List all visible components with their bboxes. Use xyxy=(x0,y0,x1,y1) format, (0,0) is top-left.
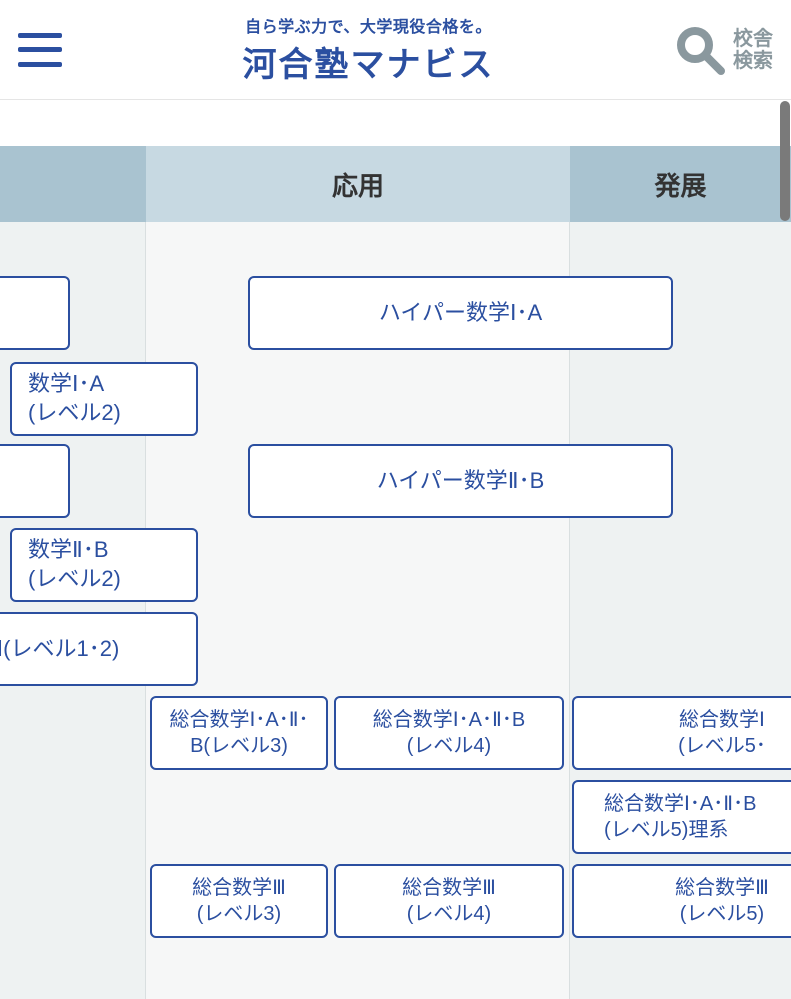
column-header-applied: 応用 xyxy=(146,146,570,222)
brand-tagline: 自ら学ぶ力で、大学現役合格を。 xyxy=(243,13,495,37)
column-header-advanced: 発展 xyxy=(570,146,791,222)
brand-logo[interactable]: 自ら学ぶ力で、大学現役合格を。 河合塾マナビス xyxy=(243,13,495,86)
course-sogo-3-lv5[interactable]: 総合数学Ⅲ (レベル5) xyxy=(572,864,791,938)
course-sogo-1a2b-lv4[interactable]: 総合数学Ⅰ･A･Ⅱ･B (レベル4) xyxy=(334,696,564,770)
scrollbar-thumb[interactable] xyxy=(780,101,790,221)
scrollbar[interactable] xyxy=(779,101,791,671)
course-hyper-math1a[interactable]: ハイパー数学Ⅰ･A xyxy=(248,276,673,350)
search-label: 校舎 検索 xyxy=(733,28,773,72)
course-grid: 応用 発展 A 1) ハイパー数学Ⅰ･A 数学Ⅰ･A (レベル2) B 1) ハ… xyxy=(0,100,791,999)
course-sogo-1-lv5[interactable]: 総合数学Ⅰ (レベル5･ xyxy=(572,696,791,770)
column-header-basic xyxy=(0,146,146,222)
brand-name: 河合塾マナビス xyxy=(243,37,495,86)
course-math1a-lv2[interactable]: 数学Ⅰ･A (レベル2) xyxy=(10,362,198,436)
course-math3-lv12[interactable]: Ⅲ(レベル1･2) xyxy=(0,612,198,686)
course-math1a-lv1[interactable]: A 1) xyxy=(0,276,70,350)
course-hyper-math2b[interactable]: ハイパー数学Ⅱ･B xyxy=(248,444,673,518)
course-sogo-3-lv4[interactable]: 総合数学Ⅲ (レベル4) xyxy=(334,864,564,938)
course-sogo-1a2b-lv5-sci[interactable]: 総合数学Ⅰ･A･Ⅱ･B (レベル5)理系 xyxy=(572,780,791,854)
search-icon xyxy=(675,25,725,75)
course-sogo-3-lv3[interactable]: 総合数学Ⅲ (レベル3) xyxy=(150,864,328,938)
school-search-button[interactable]: 校舎 検索 xyxy=(675,25,773,75)
menu-icon[interactable] xyxy=(18,33,62,67)
course-math2b-lv1[interactable]: B 1) xyxy=(0,444,70,518)
course-math2b-lv2[interactable]: 数学Ⅱ･B (レベル2) xyxy=(10,528,198,602)
course-sogo-1a2b-lv3[interactable]: 総合数学Ⅰ･A･Ⅱ･B(レベル3) xyxy=(150,696,328,770)
app-header: 自ら学ぶ力で、大学現役合格を。 河合塾マナビス 校舎 検索 xyxy=(0,0,791,100)
